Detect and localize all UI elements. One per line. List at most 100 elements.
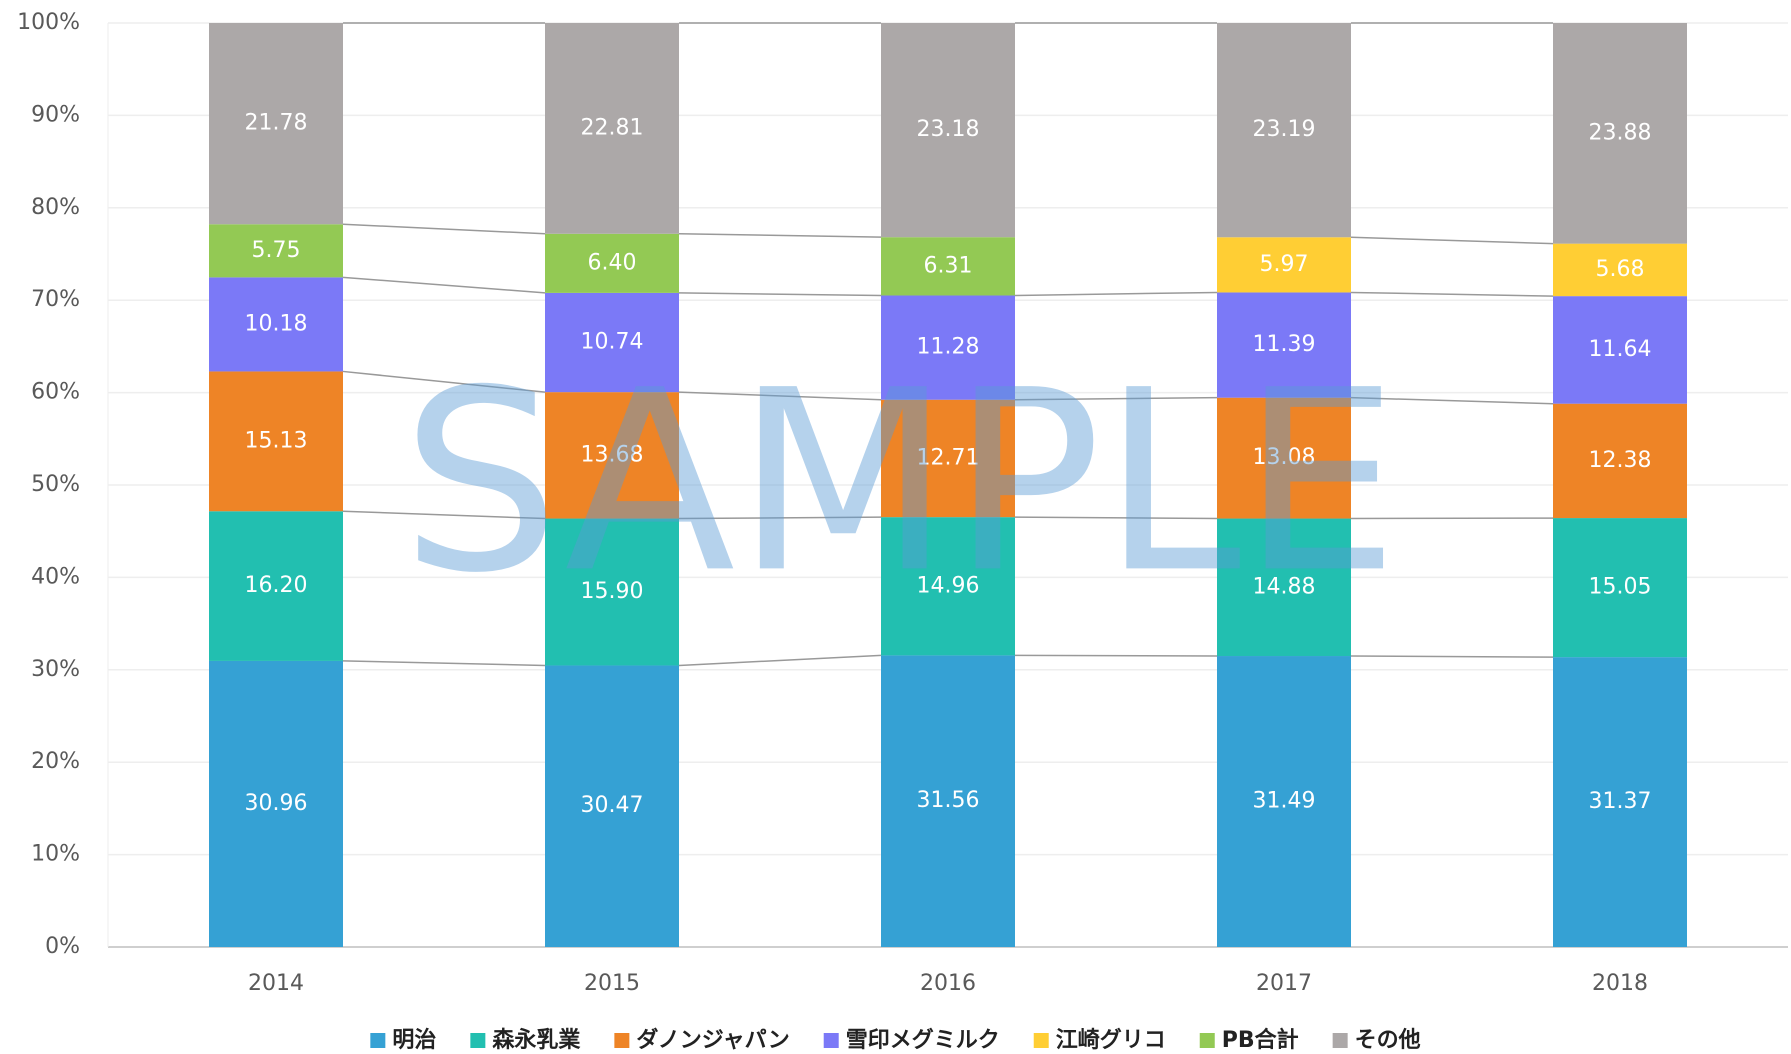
legend-label: その他: [1355, 1028, 1421, 1053]
y-tick-label: 80%: [31, 195, 80, 220]
bar-segment: [1553, 243, 1687, 297]
legend-swatch: [370, 1033, 386, 1048]
bar-segment: [545, 392, 679, 519]
y-tick-label: 0%: [45, 934, 80, 959]
y-tick-label: 30%: [31, 657, 80, 682]
x-tick-label: 2017: [1256, 971, 1312, 996]
bar-segment: [1553, 657, 1687, 947]
connector-line: [678, 233, 882, 238]
connector-line: [678, 391, 882, 401]
bar-segment: [209, 23, 343, 225]
connector-line: [1350, 655, 1554, 658]
bar-segment: [1217, 656, 1351, 947]
bar-segment: [881, 399, 1015, 518]
connector-line: [678, 516, 882, 520]
x-tick-label: 2018: [1592, 971, 1648, 996]
bar-segment: [1217, 23, 1351, 238]
legend-label: 雪印メグミルク: [846, 1027, 1000, 1053]
connector-line: [1014, 396, 1218, 401]
value-label: 31.56: [917, 788, 980, 813]
bar-segment: [1217, 518, 1351, 657]
connector-line: [1014, 291, 1218, 297]
value-label: 5.75: [252, 238, 301, 263]
bar-segment: [209, 224, 343, 278]
connector-line: [678, 292, 882, 297]
value-label: 31.49: [1253, 789, 1316, 814]
bar-segment: [1217, 397, 1351, 519]
bar-segment: [545, 518, 679, 666]
bar-segment: [881, 295, 1015, 400]
bar-segment: [209, 660, 343, 947]
bar-segment: [209, 371, 343, 512]
value-label: 6.40: [588, 250, 637, 275]
connector-line: [1350, 291, 1554, 297]
bar-segment: [1553, 23, 1687, 244]
value-label: 12.38: [1589, 448, 1652, 473]
value-label: 13.68: [581, 442, 644, 467]
value-label: 5.68: [1596, 257, 1645, 282]
connector-line: [342, 510, 546, 520]
legend: 明治 森永乳業 ダノンジャパン 雪印メグミルク 江崎グリコ PB合計 その他: [370, 1027, 1421, 1053]
value-label: 22.81: [581, 115, 644, 140]
bar-segment: [545, 665, 679, 947]
y-tick-label: 70%: [31, 287, 80, 312]
bar-segment: [1553, 296, 1687, 404]
value-label: 23.18: [917, 117, 980, 142]
value-label: 11.39: [1253, 332, 1316, 357]
value-label: 31.37: [1589, 789, 1652, 814]
value-label: 14.96: [917, 573, 980, 598]
value-label: 23.88: [1589, 120, 1652, 145]
x-tick-label: 2014: [248, 971, 304, 996]
value-label: 10.74: [581, 330, 644, 355]
value-label: 5.97: [1260, 252, 1309, 277]
bar-segment: [881, 517, 1015, 656]
legend-label: PB合計: [1222, 1027, 1299, 1053]
value-label: 15.90: [581, 579, 644, 604]
bar-segment: [1553, 403, 1687, 519]
legend-label: 森永乳業: [492, 1027, 581, 1053]
bar-segment: [881, 23, 1015, 238]
bar-segment: [1217, 237, 1351, 293]
bar-segment: [209, 277, 343, 372]
legend-swatch: [1199, 1033, 1215, 1048]
watermark: SAMPLE: [401, 336, 1399, 627]
legend-label: 明治: [392, 1027, 436, 1053]
legend-swatch: [1332, 1033, 1348, 1048]
legend-swatch: [823, 1033, 839, 1048]
value-label: 15.05: [1589, 575, 1652, 600]
y-tick-label: 40%: [31, 564, 80, 589]
legend-label: ダノンジャパン: [636, 1027, 789, 1053]
legend-label: 江崎グリコ: [1056, 1027, 1166, 1053]
value-label: 23.19: [1253, 117, 1316, 142]
bar-segment: [545, 292, 679, 393]
bar-segment: [1217, 292, 1351, 398]
x-tick-label: 2016: [920, 971, 976, 996]
connector-line: [1350, 236, 1554, 245]
value-label: 14.88: [1253, 574, 1316, 599]
bar-segment: [1553, 518, 1687, 658]
connector-line: [1350, 396, 1554, 405]
value-label: 11.28: [917, 335, 980, 360]
connector-line: [1014, 654, 1218, 657]
bar-segment: [545, 23, 679, 234]
value-label: 21.78: [245, 111, 308, 136]
value-label: 12.71: [917, 445, 980, 470]
connector-line: [342, 223, 546, 235]
connector-line: [1014, 516, 1218, 520]
y-tick-label: 100%: [17, 10, 80, 35]
connector-line: [342, 276, 546, 294]
x-tick-label: 2015: [584, 971, 640, 996]
value-label: 15.13: [245, 428, 308, 453]
bar-segment: [209, 511, 343, 661]
bar-segment: [881, 237, 1015, 296]
y-tick-label: 60%: [31, 380, 80, 405]
legend-swatch: [470, 1033, 486, 1048]
bar-segment: [545, 233, 679, 293]
value-label: 6.31: [924, 253, 973, 278]
y-tick-label: 50%: [31, 472, 80, 497]
y-tick-label: 20%: [31, 749, 80, 774]
connector-line: [342, 370, 546, 393]
value-label: 11.64: [1589, 337, 1652, 362]
connector-line: [678, 654, 882, 667]
